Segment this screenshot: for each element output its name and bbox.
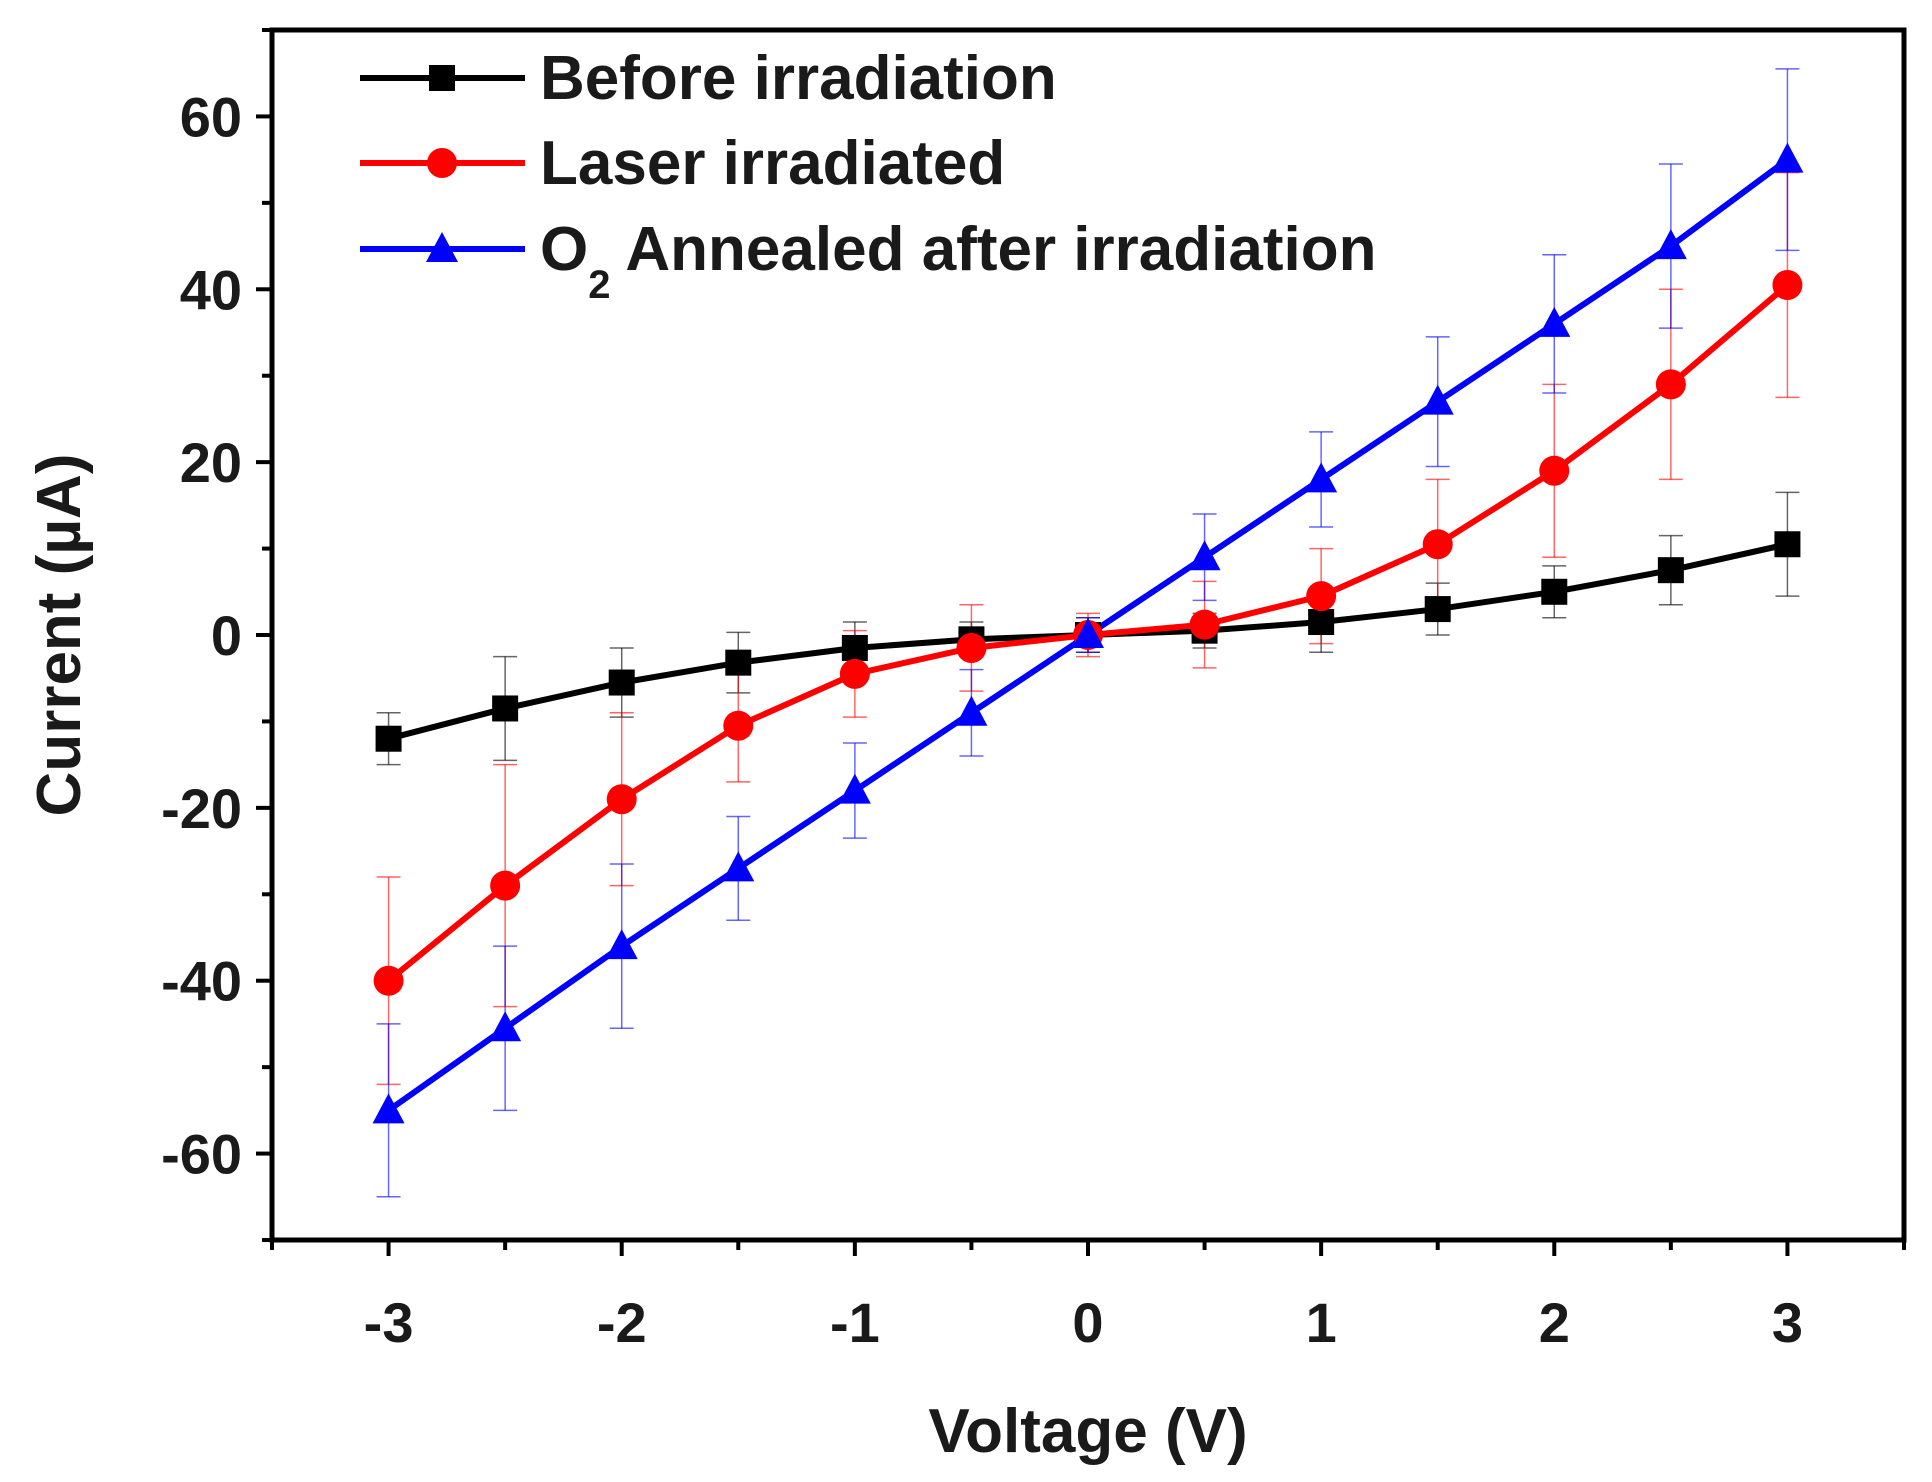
legend-o2-main: O xyxy=(540,215,588,284)
data-point-before xyxy=(375,725,402,752)
data-point-before xyxy=(1541,578,1568,605)
legend: Before irradiation Laser irradiated O2 A… xyxy=(360,44,1376,307)
legend-label-laser: Laser irradiated xyxy=(540,129,1005,198)
y-tick-label: -60 xyxy=(161,1123,242,1186)
legend-marker-laser xyxy=(427,148,457,178)
data-point-laser xyxy=(1539,455,1570,486)
data-point-laser xyxy=(490,870,521,901)
data-point-annealed xyxy=(1188,540,1221,571)
data-point-laser xyxy=(1655,369,1686,400)
legend-label-annealed: O2 Annealed after irradiation xyxy=(540,215,1376,307)
data-point-laser xyxy=(956,632,987,663)
data-point-laser xyxy=(1306,581,1337,612)
y-tick-label: 40 xyxy=(180,258,242,321)
data-point-before xyxy=(725,649,752,676)
x-tick-label: 0 xyxy=(1072,1291,1103,1354)
legend-label-before: Before irradiation xyxy=(540,44,1057,113)
legend-o2-subscript: 2 xyxy=(588,263,610,307)
data-point-before xyxy=(1308,609,1335,636)
x-axis-tick-labels: -3 -2 -1 0 1 2 3 xyxy=(364,1291,1803,1354)
data-point-before xyxy=(841,634,868,661)
legend-o2-rest: Annealed after irradiation xyxy=(610,215,1376,284)
series-markers xyxy=(372,142,1804,1124)
x-tick-label: 3 xyxy=(1772,1291,1803,1354)
x-tick-label: 2 xyxy=(1539,1291,1570,1354)
data-point-laser xyxy=(373,965,404,996)
data-point-annealed xyxy=(1654,229,1687,260)
x-tick-label: -1 xyxy=(830,1291,880,1354)
data-point-annealed xyxy=(372,1093,405,1124)
legend-marker-before xyxy=(429,65,455,91)
y-tick-label: -20 xyxy=(161,777,242,840)
data-point-before xyxy=(608,669,635,696)
legend-symbols xyxy=(360,65,525,262)
data-point-annealed xyxy=(722,851,755,882)
data-point-annealed xyxy=(1771,142,1804,173)
data-point-annealed xyxy=(955,695,988,726)
y-axis-tick-labels: 60 40 20 0 -20 -40 -60 xyxy=(161,85,242,1185)
x-axis-ticks xyxy=(270,1240,1906,1256)
x-tick-label: -2 xyxy=(597,1291,647,1354)
data-point-annealed xyxy=(605,929,638,960)
data-point-laser xyxy=(723,710,754,741)
data-point-annealed xyxy=(838,773,871,804)
data-point-annealed xyxy=(1072,618,1104,648)
data-point-laser xyxy=(1189,609,1220,640)
y-axis-title: Current (µA) xyxy=(25,454,94,817)
data-point-laser xyxy=(1772,269,1803,300)
data-point-laser xyxy=(1422,529,1453,560)
data-point-annealed xyxy=(1305,462,1338,493)
x-axis-title: Voltage (V) xyxy=(928,1397,1247,1466)
x-tick-label: 1 xyxy=(1306,1291,1337,1354)
data-point-before xyxy=(1424,596,1451,623)
legend-marker-annealed xyxy=(426,232,458,262)
y-tick-label: 60 xyxy=(180,85,242,148)
y-axis-ticks xyxy=(256,28,272,1242)
data-point-laser xyxy=(606,784,637,815)
data-point-annealed xyxy=(489,1011,522,1042)
data-point-laser xyxy=(839,658,870,689)
data-point-before xyxy=(492,695,519,722)
x-tick-label: -3 xyxy=(364,1291,414,1354)
y-tick-label: 0 xyxy=(211,604,242,667)
data-point-annealed xyxy=(1421,384,1454,415)
data-point-before xyxy=(1774,531,1801,558)
data-point-annealed xyxy=(1538,306,1571,337)
y-tick-label: -40 xyxy=(161,950,242,1013)
data-point-before xyxy=(1657,557,1684,584)
y-tick-label: 20 xyxy=(180,431,242,494)
